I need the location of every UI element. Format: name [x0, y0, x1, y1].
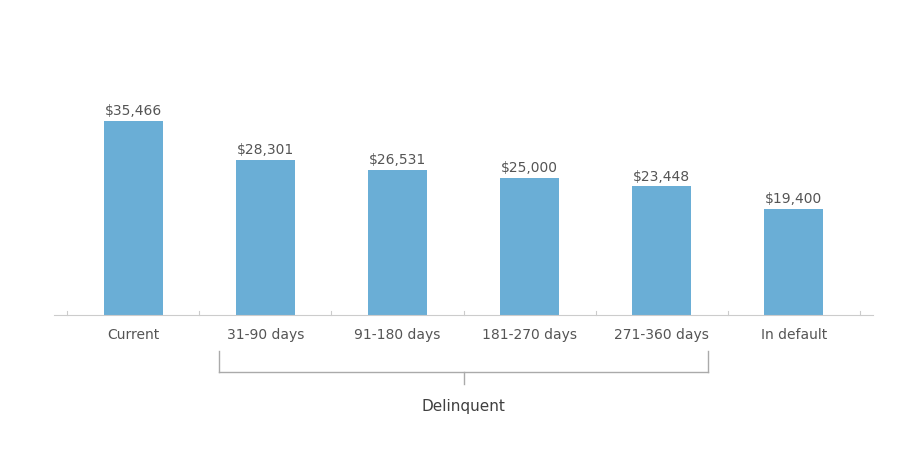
Bar: [236, 160, 295, 315]
Text: $28,301: $28,301: [237, 143, 294, 157]
Text: $19,400: $19,400: [765, 192, 823, 206]
Text: Delinquent: Delinquent: [421, 400, 506, 414]
Text: $25,000: $25,000: [501, 161, 558, 175]
Bar: [764, 209, 824, 315]
Bar: [104, 121, 163, 315]
Text: $35,466: $35,466: [104, 104, 162, 118]
Text: $26,531: $26,531: [369, 153, 426, 167]
Bar: [632, 186, 691, 315]
Bar: [500, 178, 559, 315]
Bar: [368, 170, 428, 315]
Text: $23,448: $23,448: [633, 170, 690, 184]
